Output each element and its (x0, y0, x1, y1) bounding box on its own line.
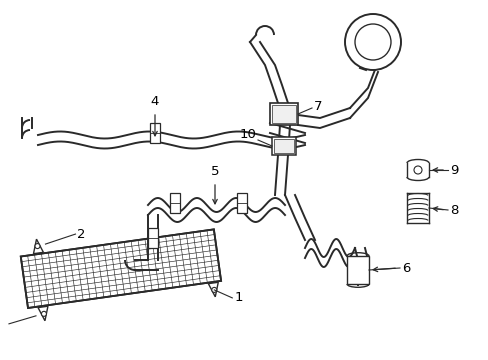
Text: 5: 5 (210, 165, 219, 178)
Bar (271, 137, 295, 155)
Text: 10: 10 (240, 129, 256, 141)
Bar (20, 229, 221, 308)
Bar (150, 123, 160, 143)
Polygon shape (34, 239, 43, 254)
Circle shape (354, 24, 390, 60)
Text: 1: 1 (234, 291, 243, 305)
Text: 8: 8 (449, 203, 457, 216)
Circle shape (211, 287, 216, 292)
Bar (269, 103, 297, 125)
Bar (346, 256, 368, 284)
Bar (20, 229, 221, 308)
Polygon shape (208, 282, 218, 297)
Circle shape (345, 14, 400, 70)
Text: 9: 9 (449, 163, 457, 176)
Text: 2: 2 (77, 228, 86, 240)
Bar (148, 228, 158, 248)
Text: 7: 7 (313, 99, 322, 112)
Circle shape (35, 244, 40, 248)
Polygon shape (38, 306, 48, 321)
Text: 6: 6 (401, 261, 409, 274)
Bar (170, 193, 180, 213)
Text: 4: 4 (150, 95, 159, 108)
Bar (273, 139, 293, 153)
Bar (237, 193, 246, 213)
Circle shape (41, 311, 46, 316)
Bar (271, 105, 295, 123)
Circle shape (413, 166, 421, 174)
